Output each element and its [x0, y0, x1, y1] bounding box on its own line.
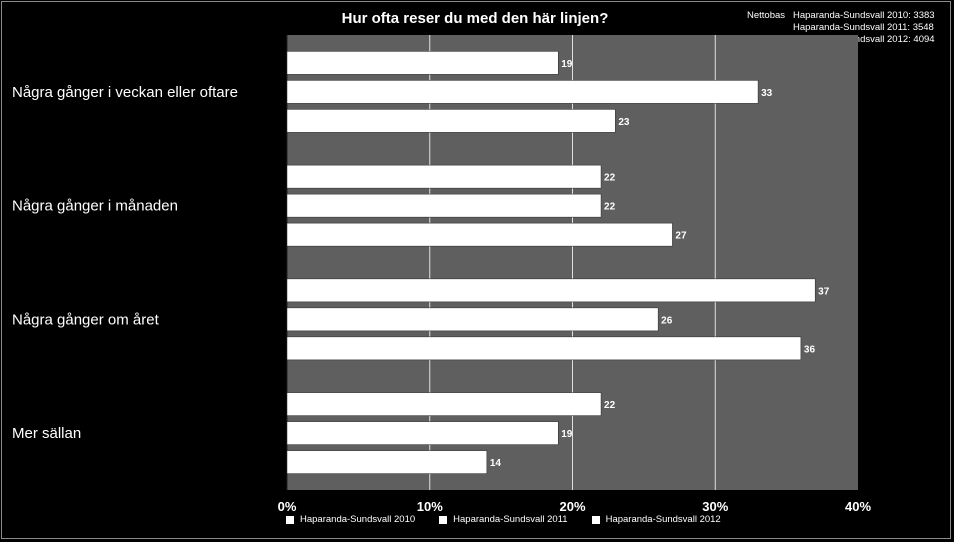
- legend: Haparanda-Sundsvall 2010 Haparanda-Sunds…: [286, 514, 745, 525]
- legend-item-2010: Haparanda-Sundsvall 2010: [286, 514, 415, 525]
- value-label-3-0: 22: [604, 400, 616, 411]
- bar-0-1: [286, 80, 759, 104]
- bar-2-0: [286, 278, 816, 303]
- value-label-2-0: 37: [818, 286, 830, 297]
- bar-1-1: [286, 193, 602, 218]
- chart-title: Hur ofta reser du med den här linjen?: [341, 10, 609, 27]
- value-label-1-0: 22: [604, 173, 616, 184]
- bar-3-2: [286, 450, 488, 474]
- value-label-0-2: 23: [618, 117, 630, 128]
- value-label-3-1: 19: [561, 429, 573, 440]
- base-line-2012: Haparanda-Sundsvall 2012: 4094: [793, 34, 935, 45]
- category-label-2: Några gånger om året: [12, 311, 160, 328]
- value-label-0-0: 19: [561, 59, 573, 70]
- legend-item-2011: Haparanda-Sundsvall 2011: [439, 514, 568, 525]
- bar-3-0: [286, 392, 602, 416]
- legend-label-2012: Haparanda-Sundsvall 2012: [605, 514, 721, 525]
- bar-2-1: [286, 307, 659, 332]
- category-label-1: Några gånger i månaden: [12, 198, 178, 215]
- base-line-2011: Haparanda-Sundsvall 2011: 3548: [793, 22, 934, 33]
- legend-swatch-2011: [439, 515, 448, 524]
- base-label: Nettobas: [747, 10, 786, 21]
- x-tick-label-30: 30%: [702, 499, 728, 514]
- category-label-3: Mer sällan: [12, 425, 81, 442]
- base-line-2010: Haparanda-Sundsvall 2010: 3383: [793, 10, 935, 21]
- value-label-1-1: 22: [604, 202, 616, 213]
- value-label-2-1: 26: [661, 315, 673, 326]
- category-label-0: Några gånger i veckan eller oftare: [12, 84, 238, 101]
- bar-1-0: [286, 164, 602, 189]
- bar-0-2: [286, 109, 616, 133]
- bar-1-2: [286, 222, 673, 247]
- x-tick-label-0: 0%: [278, 499, 297, 514]
- legend-swatch-2010: [286, 515, 294, 524]
- x-tick-label-20: 20%: [559, 499, 585, 514]
- value-label-0-1: 33: [761, 88, 773, 99]
- value-label-1-2: 27: [675, 231, 687, 242]
- legend-swatch-2012: [591, 515, 600, 524]
- legend-label-2010: Haparanda-Sundsvall 2010: [300, 514, 416, 525]
- x-tick-label-40: 40%: [845, 499, 871, 514]
- value-label-3-2: 14: [490, 458, 502, 469]
- legend-item-2012: Haparanda-Sundsvall 2012: [591, 514, 721, 525]
- value-label-2-2: 36: [804, 344, 816, 355]
- legend-label-2011: Haparanda-Sundsvall 2011: [453, 514, 568, 525]
- bar-2-2: [286, 336, 802, 361]
- bar-0-0: [286, 51, 559, 75]
- x-tick-label-10: 10%: [417, 499, 443, 514]
- bar-3-1: [286, 421, 559, 445]
